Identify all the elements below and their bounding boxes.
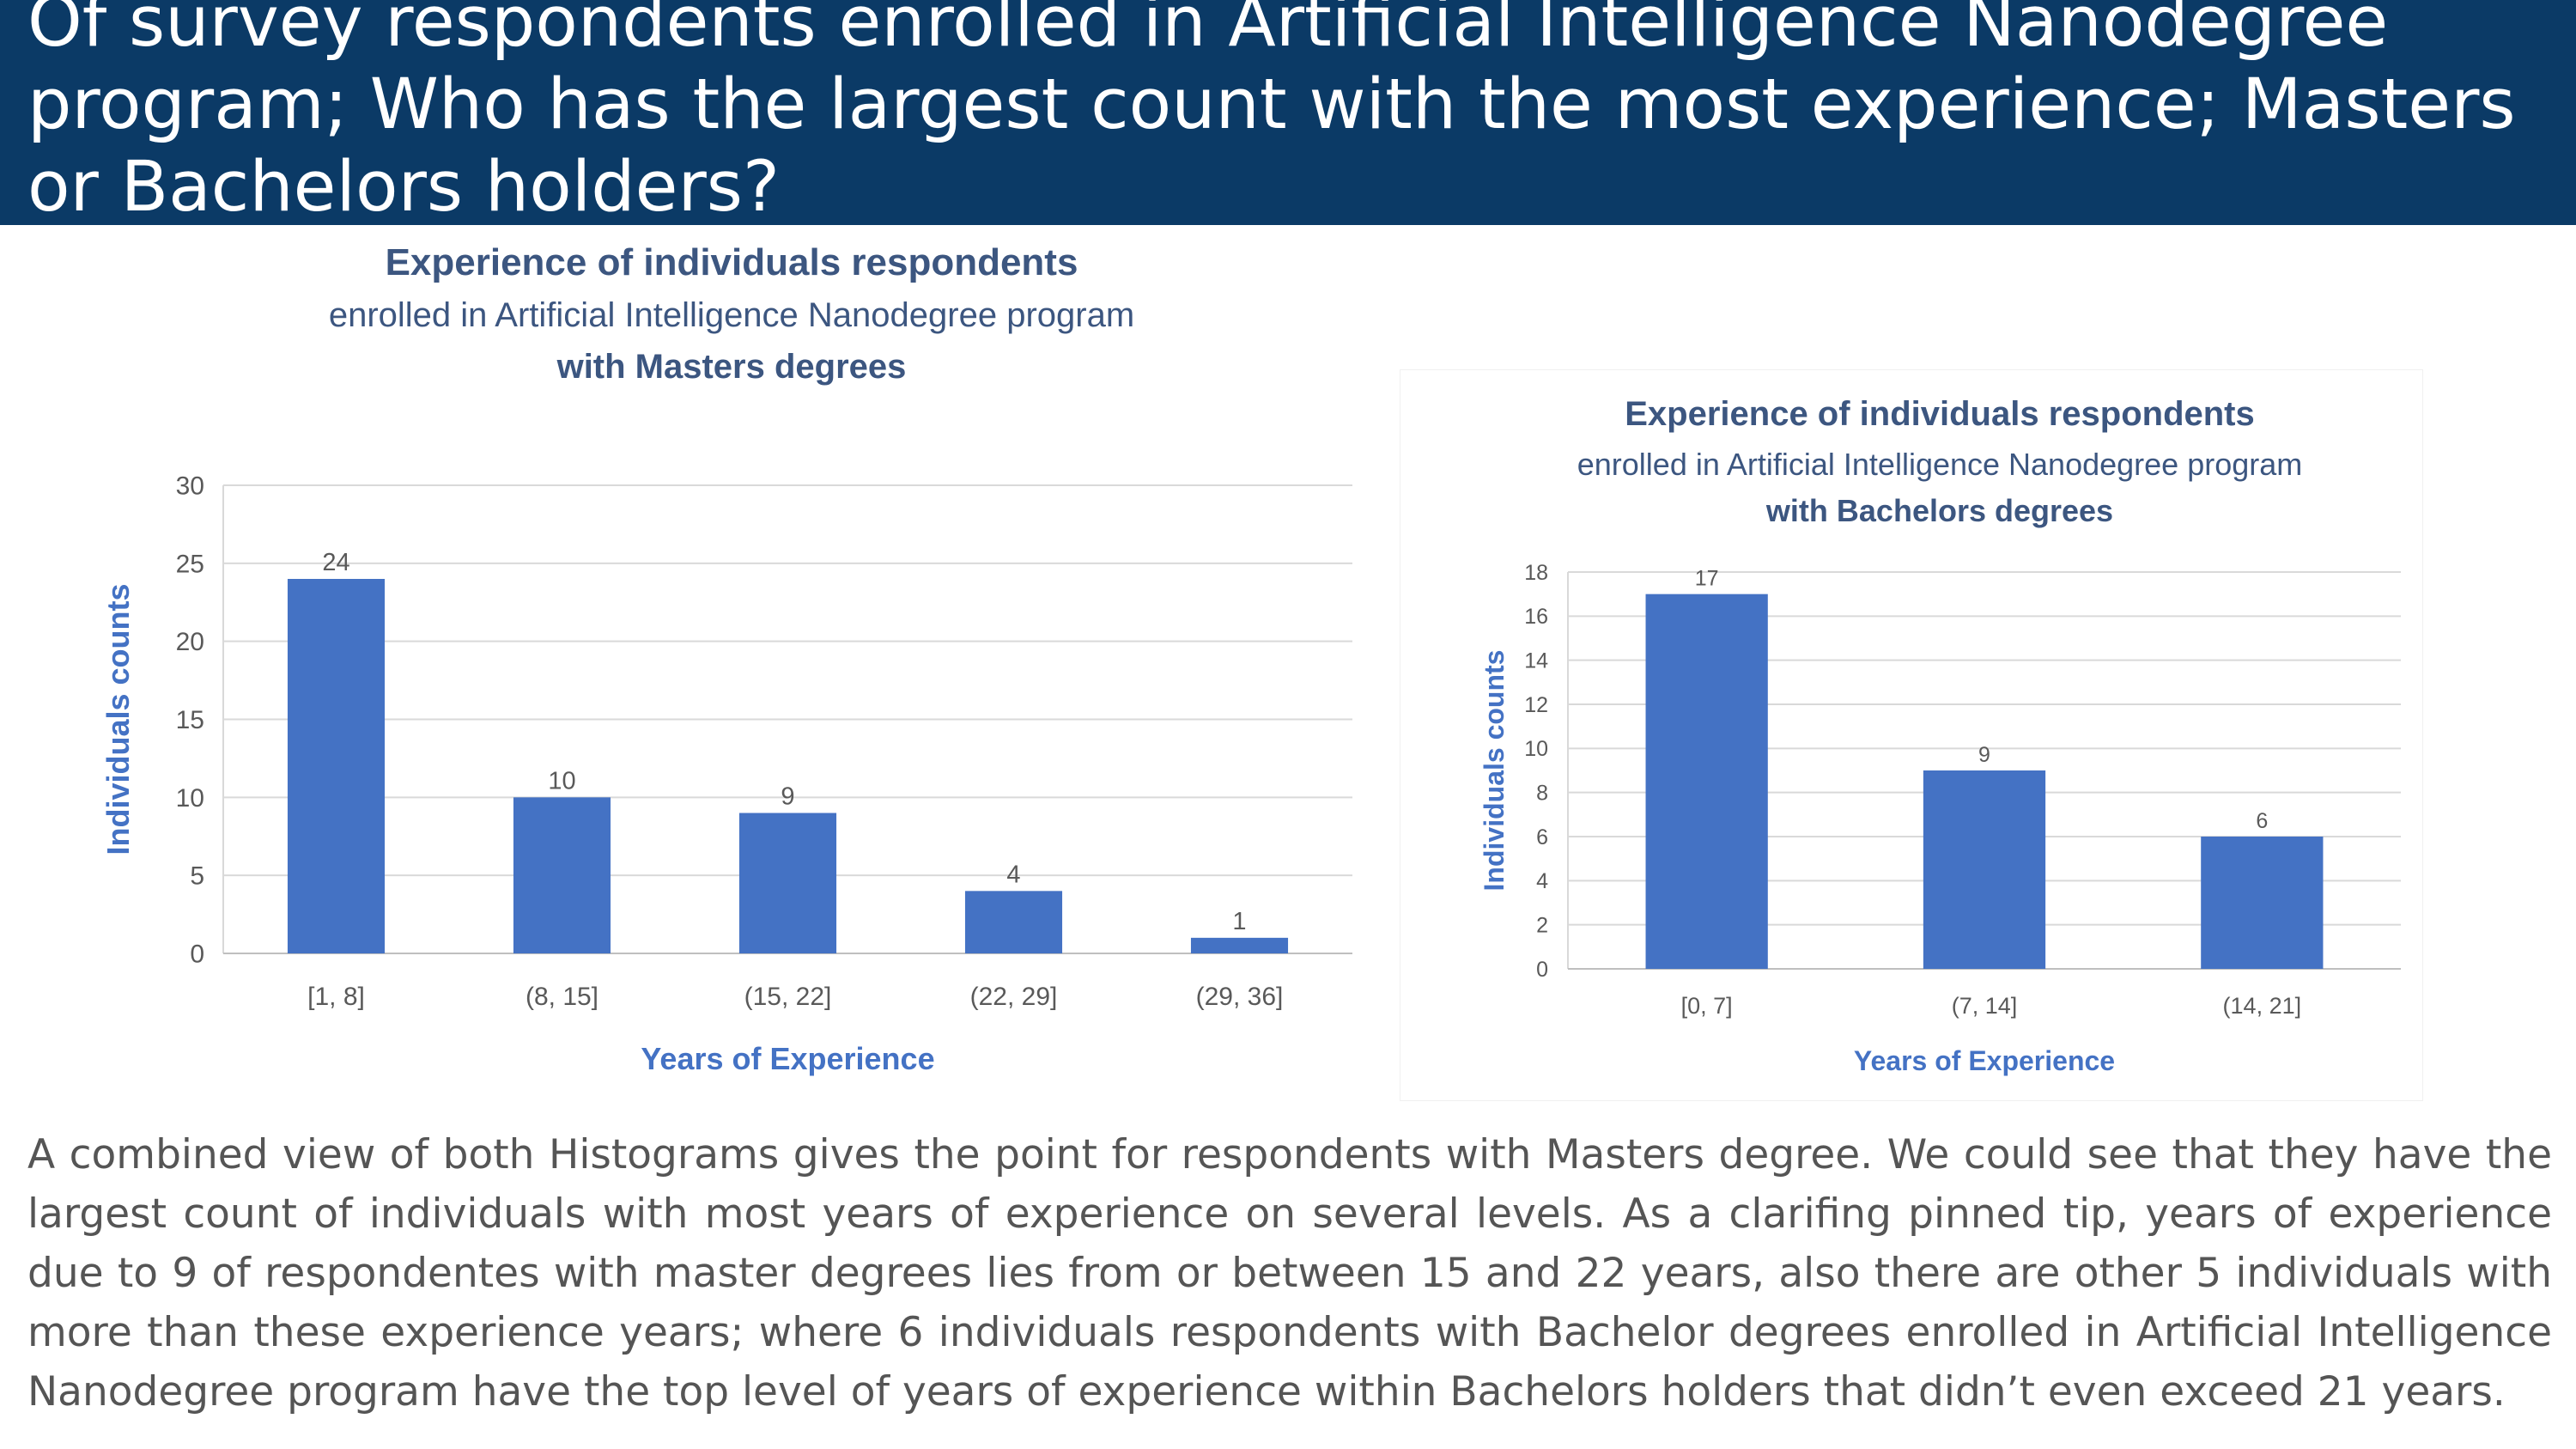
bar — [1645, 594, 1768, 969]
y-tick-label: 16 — [1524, 605, 1548, 629]
bar — [964, 891, 1063, 953]
x-tick-label: (8, 15] — [526, 983, 598, 1011]
y-tick-label: 30 — [176, 472, 204, 501]
x-axis-label: Years of Experience — [641, 1041, 934, 1076]
chart-subtitle: enrolled in Artificial Intelligence Nano… — [1577, 447, 2303, 482]
data-label: 24 — [322, 549, 349, 576]
x-axis-label: Years of Experience — [1854, 1045, 2115, 1076]
summary-paragraph: A combined view of both Histograms gives… — [27, 1131, 2552, 1416]
page-title: Of survey respondents enrolled in Artifi… — [27, 0, 2516, 225]
bar — [1923, 770, 2046, 969]
header-banner: Of survey respondents enrolled in Artifi… — [0, 0, 2576, 225]
data-label: 9 — [781, 783, 794, 811]
y-tick-label: 10 — [1524, 737, 1548, 761]
bar — [2201, 837, 2324, 969]
x-tick-label: [0, 7] — [1681, 993, 1733, 1019]
y-tick-label: 0 — [190, 941, 204, 969]
y-tick-label: 6 — [1536, 825, 1548, 849]
x-tick-label: (29, 36] — [1196, 983, 1284, 1011]
chart-title: Experience of individuals respondents — [1625, 395, 2255, 433]
y-tick-label: 20 — [176, 628, 204, 656]
masters-chart: Experience of individuals respondents enr… — [86, 240, 1400, 1082]
chart-subtitle: with Bachelors degrees — [1765, 493, 2113, 528]
y-tick-label: 2 — [1536, 913, 1548, 937]
chart-subtitle: with Masters degrees — [556, 348, 907, 386]
y-tick-label: 18 — [1524, 561, 1548, 585]
y-tick-label: 5 — [190, 862, 204, 891]
y-tick-label: 25 — [176, 550, 204, 578]
x-tick-label: (7, 14] — [1952, 993, 2018, 1019]
bar — [1190, 937, 1289, 953]
y-tick-label: 10 — [176, 784, 204, 813]
x-tick-label: [1, 8] — [307, 983, 365, 1011]
y-axis-label: Individuals counts — [1479, 650, 1510, 892]
y-tick-label: 4 — [1536, 869, 1548, 893]
data-label: 10 — [548, 767, 575, 795]
data-label: 17 — [1695, 567, 1719, 591]
chart-title: Experience of individuals respondents — [386, 241, 1078, 283]
y-tick-label: 15 — [176, 706, 204, 734]
bachelors-chart-svg: Experience of individuals respondents enr… — [1479, 395, 2401, 1076]
x-tick-label: (15, 22] — [744, 983, 832, 1011]
y-tick-label: 12 — [1524, 693, 1548, 717]
data-label: 6 — [2256, 809, 2268, 833]
bar — [738, 813, 837, 953]
chart-subtitle: enrolled in Artificial Intelligence Nano… — [329, 296, 1134, 334]
y-axis-label: Individuals counts — [100, 583, 136, 855]
x-tick-label: (14, 21] — [2223, 993, 2302, 1019]
y-tick-label: 14 — [1524, 648, 1548, 673]
data-label: 1 — [1232, 908, 1246, 935]
data-label: 9 — [1978, 743, 1990, 767]
y-tick-label: 0 — [1536, 958, 1548, 982]
bachelors-chart: Experience of individuals respondents enr… — [1400, 369, 2423, 1101]
x-tick-label: (22, 29] — [970, 983, 1058, 1011]
bar — [287, 579, 386, 953]
data-label: 4 — [1006, 861, 1020, 888]
masters-chart-svg: Experience of individuals respondents enr… — [100, 241, 1352, 1076]
y-tick-label: 8 — [1536, 781, 1548, 805]
bar — [513, 797, 611, 953]
